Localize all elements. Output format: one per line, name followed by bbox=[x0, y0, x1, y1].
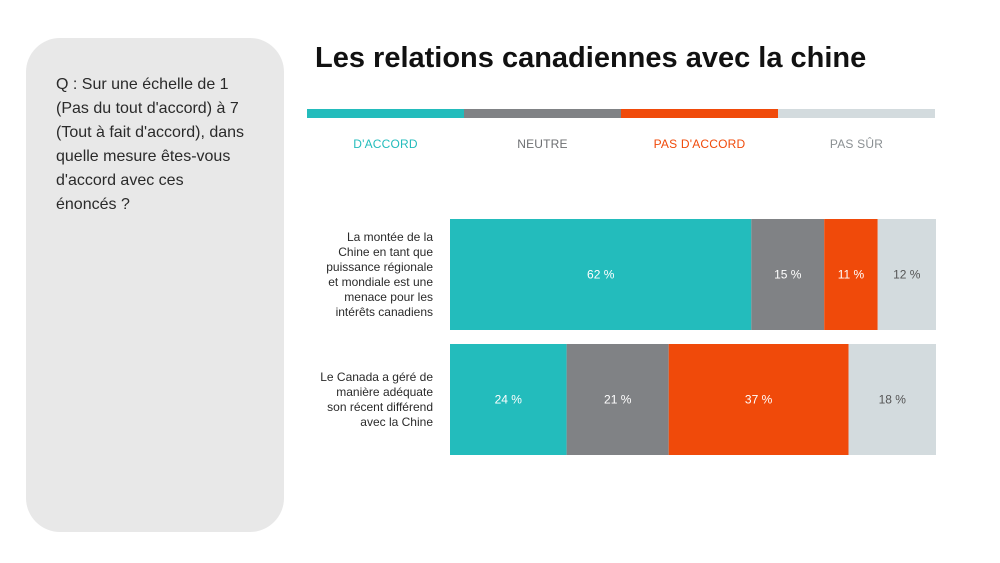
legend-swatch-neutre bbox=[464, 109, 621, 118]
data-label: 11 % bbox=[838, 268, 865, 282]
data-label: 37 % bbox=[745, 393, 773, 407]
question-text: Q : Sur une échelle de 1 (Pas du tout d'… bbox=[56, 73, 271, 217]
legend-swatch-accord bbox=[307, 109, 464, 118]
data-label: 12 % bbox=[893, 268, 921, 282]
question-line: énoncés ? bbox=[56, 196, 130, 213]
bar-segment bbox=[848, 344, 936, 455]
question-line: Q : Sur une échelle de 1 bbox=[56, 76, 229, 93]
category-label: Le Canada a géré de manière adéquate son r… bbox=[320, 370, 433, 429]
legend-swatch-pas-sur bbox=[778, 109, 935, 118]
question-line: (Pas du tout d'accord) à 7 bbox=[56, 100, 239, 117]
question-line: d'accord avec ces bbox=[56, 172, 184, 189]
bar-segment bbox=[877, 219, 936, 330]
category-label-line: manière adéquate bbox=[336, 385, 433, 399]
data-label: 21 % bbox=[604, 393, 632, 407]
data-label: 18 % bbox=[879, 393, 907, 407]
bar-segment bbox=[566, 344, 669, 455]
legend-label-neutre: NEUTRE bbox=[517, 137, 568, 151]
category-label-line: puissance régionale bbox=[326, 260, 433, 274]
bar-segment bbox=[824, 219, 878, 330]
legend: D'ACCORD NEUTRE PAS D'ACCORD PAS SÛR bbox=[307, 137, 935, 151]
legend-label-accord: D'ACCORD bbox=[353, 137, 418, 151]
category-label-line: et mondiale est une bbox=[328, 275, 433, 289]
bar-segment bbox=[450, 344, 567, 455]
legend-swatch-pas-accord bbox=[621, 109, 778, 118]
legend-color-strip bbox=[307, 109, 935, 118]
category-label-line: avec la Chine bbox=[360, 415, 433, 429]
data-label: 62 % bbox=[587, 268, 615, 282]
bar-segment bbox=[450, 219, 752, 330]
category-label-line: son récent différend bbox=[327, 400, 433, 414]
data-label: 15 % bbox=[774, 268, 802, 282]
category-label-line: La montée de la bbox=[347, 230, 433, 244]
data-label: 24 % bbox=[495, 393, 523, 407]
category-label-line: Chine en tant que bbox=[338, 245, 433, 259]
question-line: (Tout à fait d'accord), dans bbox=[56, 124, 245, 141]
question-panel: Q : Sur une échelle de 1 (Pas du tout d'… bbox=[26, 38, 284, 532]
chart-title: Les relations canadiennes avec la chine bbox=[315, 42, 867, 74]
question-line: quelle mesure êtes-vous bbox=[56, 148, 231, 165]
legend-label-pas-accord: PAS D'ACCORD bbox=[653, 137, 746, 151]
bar-segment bbox=[668, 344, 849, 455]
category-label-line: intérêts canadiens bbox=[336, 305, 433, 319]
category-label-line: Le Canada a géré de bbox=[320, 370, 433, 384]
category-label: La montée de la Chine en tant que puissanc… bbox=[326, 230, 433, 319]
legend-label-pas-sur: PAS SÛR bbox=[829, 137, 884, 151]
category-label-line: menace pour les bbox=[344, 290, 433, 304]
bar-segment bbox=[751, 219, 825, 330]
